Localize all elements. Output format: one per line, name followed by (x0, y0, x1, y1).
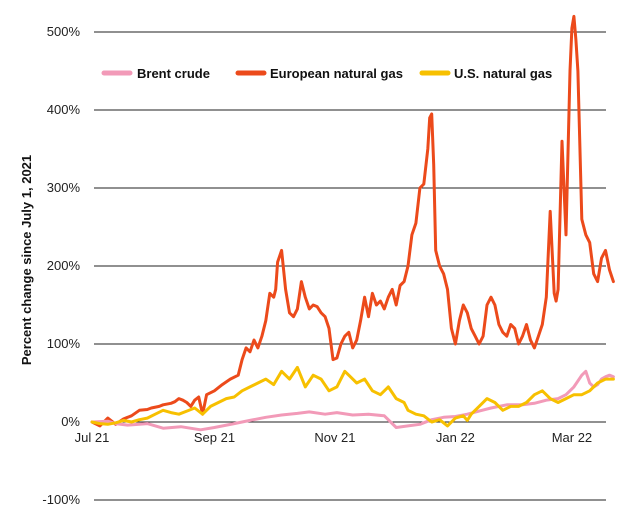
x-tick-label: Nov 21 (314, 430, 355, 445)
series-line-european-natural-gas (90, 14, 615, 428)
y-tick-label: 0% (61, 414, 80, 429)
series-line-brent-crude (90, 369, 615, 432)
x-tick-label: Sep 21 (194, 430, 235, 445)
legend-label-european-natural-gas: European natural gas (270, 66, 403, 81)
grid (94, 31, 606, 501)
y-tick-label: 300% (47, 180, 81, 195)
x-tick-label: Jul 21 (75, 430, 110, 445)
series-line-u-s-natural-gas (90, 365, 615, 428)
legend: Brent crude European natural gas U.S. natu… (101, 66, 552, 81)
y-tick-label: 400% (47, 102, 81, 117)
y-tick-label: 500% (47, 24, 81, 39)
x-tick-label: Mar 22 (552, 430, 592, 445)
y-tick-label: -100% (42, 492, 80, 507)
series-lines (90, 14, 615, 432)
x-tick-label: Jan 22 (436, 430, 475, 445)
y-tick-label: 200% (47, 258, 81, 273)
y-axis-label: Percent change since July 1, 2021 (19, 155, 34, 365)
y-axis-ticks: -100% 0% 100% 200% 300% 400% 500% (42, 24, 80, 507)
y-tick-label: 100% (47, 336, 81, 351)
legend-label-brent-crude: Brent crude (137, 66, 210, 81)
legend-label-u-s-natural-gas: U.S. natural gas (454, 66, 552, 81)
x-axis-ticks: Jul 21 Sep 21 Nov 21 Jan 22 Mar 22 (75, 430, 593, 445)
